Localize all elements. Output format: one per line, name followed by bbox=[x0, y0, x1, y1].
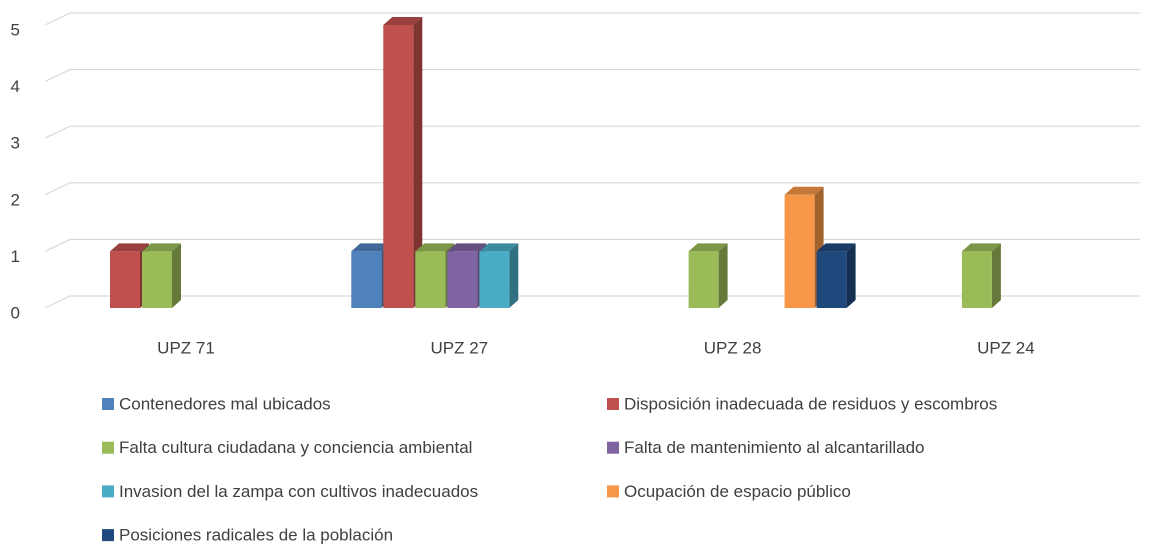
legend-label: Invasion del la zampa con cultivos inade… bbox=[119, 482, 478, 501]
bar-face bbox=[447, 251, 478, 308]
bar-face bbox=[816, 243, 856, 252]
legend-label: Posiciones radicales de la población bbox=[119, 526, 393, 545]
bar-face bbox=[784, 194, 815, 308]
bar-face bbox=[509, 243, 519, 308]
bar-face bbox=[142, 251, 172, 308]
bar-face bbox=[961, 243, 1001, 252]
bar-face bbox=[110, 251, 140, 308]
legend-swatch bbox=[607, 485, 619, 498]
bar-face bbox=[110, 243, 149, 252]
legend-label: Falta cultura ciudadana y conciencia amb… bbox=[119, 438, 472, 457]
bar-face bbox=[142, 243, 181, 252]
bar bbox=[688, 243, 728, 308]
legend-label: Ocupación de espacio público bbox=[624, 482, 851, 501]
bar bbox=[383, 17, 423, 308]
bar-face bbox=[846, 243, 856, 308]
bar-face bbox=[383, 25, 414, 308]
bar-face bbox=[413, 17, 423, 308]
grid-line bbox=[44, 12, 1140, 26]
bar-face bbox=[688, 251, 719, 308]
legend-label: Contenedores mal ubicados bbox=[119, 394, 331, 413]
bar-face bbox=[816, 251, 847, 308]
bar bbox=[816, 243, 856, 308]
x-tick-label: UPZ 24 bbox=[977, 338, 1035, 357]
grid-line bbox=[44, 238, 1140, 252]
legend-swatch bbox=[102, 529, 114, 542]
bar-face bbox=[784, 186, 824, 195]
bar-face bbox=[415, 243, 455, 252]
y-tick-label: 0 bbox=[11, 303, 20, 322]
bar-face bbox=[961, 251, 992, 308]
grid-line bbox=[44, 295, 1140, 309]
x-tick-label: UPZ 28 bbox=[704, 338, 762, 357]
bar-face bbox=[718, 243, 728, 308]
bar-face bbox=[383, 17, 423, 25]
bar-face bbox=[351, 251, 382, 308]
grid-line bbox=[44, 182, 1140, 196]
bar-face bbox=[688, 243, 728, 252]
legend-swatch bbox=[102, 441, 114, 454]
y-tick-label: 5 bbox=[11, 20, 20, 39]
bar bbox=[142, 243, 181, 308]
y-tick-label: 2 bbox=[11, 190, 20, 209]
bar-face bbox=[991, 243, 1001, 308]
y-tick-label: 4 bbox=[11, 77, 20, 96]
bar bbox=[784, 186, 824, 308]
legend-swatch bbox=[102, 485, 114, 498]
bar-face bbox=[415, 251, 446, 308]
bar-face bbox=[172, 243, 181, 308]
bar bbox=[479, 243, 519, 308]
legend-swatch bbox=[607, 441, 619, 454]
bar-face bbox=[479, 243, 519, 252]
bar-face bbox=[447, 243, 487, 252]
x-tick-label: UPZ 27 bbox=[430, 338, 488, 357]
bar-face bbox=[479, 251, 510, 308]
bar-face bbox=[351, 243, 391, 252]
bar bbox=[961, 243, 1001, 308]
grid-line bbox=[44, 125, 1140, 139]
legend-label: Disposición inadecuada de residuos y esc… bbox=[624, 394, 997, 413]
legend-swatch bbox=[607, 398, 619, 410]
y-tick-label: 3 bbox=[11, 134, 20, 153]
x-tick-label: UPZ 71 bbox=[157, 338, 215, 357]
legend-label: Falta de mantenimiento al alcantarillado bbox=[624, 438, 925, 457]
y-tick-label: 1 bbox=[11, 247, 20, 266]
grid-line bbox=[44, 68, 1140, 83]
legend-swatch bbox=[102, 398, 114, 410]
